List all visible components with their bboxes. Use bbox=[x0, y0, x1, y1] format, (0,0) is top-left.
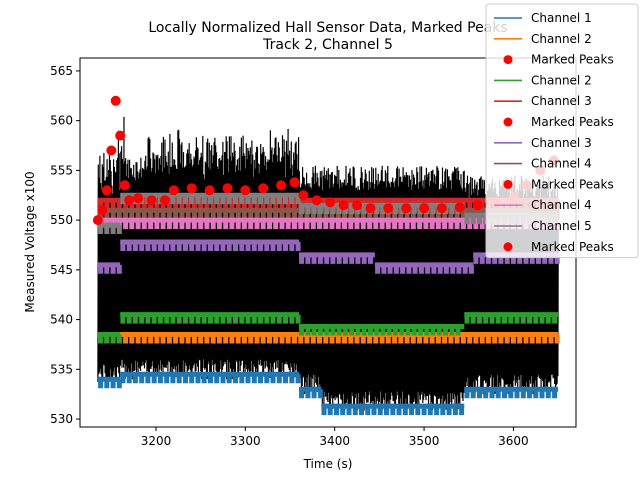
peak-marker-8-24 bbox=[365, 203, 376, 214]
legend-box bbox=[485, 3, 639, 259]
legend-label-6: Channel 3 bbox=[531, 136, 592, 150]
peak-marker-8-11 bbox=[168, 185, 179, 196]
peak-marker-8-26 bbox=[401, 203, 412, 214]
peak-marker-8-29 bbox=[454, 202, 465, 213]
y-tick-label-7: 565 bbox=[50, 64, 73, 78]
legend-label-9: Channel 4 bbox=[531, 198, 592, 212]
peak-marker-8-15 bbox=[240, 185, 251, 196]
y-tick-label-5: 555 bbox=[50, 163, 73, 177]
x-tick-label-3: 3500 bbox=[409, 434, 440, 448]
chart-title-line-2: Track 2, Channel 5 bbox=[262, 37, 393, 53]
legend-swatch-11 bbox=[503, 242, 513, 252]
peak-marker-8-16 bbox=[258, 183, 269, 194]
x-axis: 3200 3300 3400 3500 3600 bbox=[141, 427, 529, 448]
y-tick-label-2: 540 bbox=[50, 313, 73, 327]
y-tick-label-1: 535 bbox=[50, 362, 73, 376]
legend: Channel 1 Channel 2 Marked Peaks Channel 2 C… bbox=[485, 3, 639, 259]
legend-label-11: Marked Peaks bbox=[531, 240, 614, 254]
y-tick-label-6: 560 bbox=[50, 114, 73, 128]
peak-marker-8-12 bbox=[186, 183, 197, 194]
legend-swatch-2 bbox=[503, 55, 513, 65]
x-tick-label-1: 3300 bbox=[230, 434, 261, 448]
peak-marker-8-27 bbox=[419, 203, 430, 214]
y-tick-label-4: 550 bbox=[50, 213, 73, 227]
legend-label-1: Channel 2 bbox=[531, 32, 592, 46]
peak-marker-8-8 bbox=[133, 193, 144, 204]
legend-label-0: Channel 1 bbox=[531, 11, 592, 25]
peak-marker-8-22 bbox=[338, 200, 349, 211]
legend-label-4: Channel 3 bbox=[531, 94, 592, 108]
legend-label-7: Channel 4 bbox=[531, 157, 592, 171]
legend-label-10: Channel 5 bbox=[531, 219, 592, 233]
peak-marker-8-0 bbox=[92, 215, 103, 226]
peak-marker-8-9 bbox=[146, 195, 157, 206]
peak-marker-8-1 bbox=[97, 205, 108, 216]
peak-marker-8-25 bbox=[383, 203, 394, 214]
peak-marker-8-19 bbox=[298, 190, 309, 201]
series-line-1 bbox=[97, 332, 560, 344]
legend-label-5: Marked Peaks bbox=[531, 115, 614, 129]
x-tick-label-2: 3400 bbox=[319, 434, 350, 448]
peak-marker-8-17 bbox=[276, 180, 287, 191]
y-tick-label-0: 530 bbox=[50, 412, 73, 426]
legend-label-3: Channel 2 bbox=[531, 73, 592, 87]
peak-marker-8-5 bbox=[115, 130, 126, 141]
peak-marker-8-28 bbox=[436, 203, 447, 214]
peak-marker-8-3 bbox=[106, 145, 117, 156]
series-line-0 bbox=[97, 371, 559, 416]
peak-marker-8-13 bbox=[204, 185, 215, 196]
peak-marker-8-2 bbox=[101, 185, 112, 196]
chart-title-line-1: Locally Normalized Hall Sensor Data, Mar… bbox=[148, 20, 507, 36]
peak-marker-8-6 bbox=[119, 180, 130, 191]
plot-content bbox=[92, 95, 560, 416]
x-axis-label: Time (s) bbox=[303, 457, 353, 471]
peak-marker-8-18 bbox=[289, 177, 300, 188]
peak-marker-8-20 bbox=[311, 195, 322, 206]
x-tick-label-0: 3200 bbox=[141, 434, 172, 448]
y-tick-label-3: 545 bbox=[50, 263, 73, 277]
legend-label-8: Marked Peaks bbox=[531, 177, 614, 191]
y-axis: 530 535 540 545 550 555 560 565 bbox=[50, 64, 80, 426]
legend-swatch-5 bbox=[503, 117, 513, 127]
peak-marker-8-7 bbox=[124, 195, 135, 206]
peak-marker-8-14 bbox=[222, 183, 233, 194]
peak-marker-8-10 bbox=[159, 195, 170, 206]
peak-marker-8-4 bbox=[110, 95, 121, 106]
x-tick-label-4: 3600 bbox=[498, 434, 529, 448]
legend-label-2: Marked Peaks bbox=[531, 53, 614, 67]
series-line-3 bbox=[97, 312, 559, 344]
peak-marker-8-30 bbox=[472, 200, 483, 211]
series-line-6 bbox=[97, 239, 560, 274]
legend-swatch-8 bbox=[503, 179, 513, 189]
peak-marker-8-21 bbox=[325, 197, 336, 208]
peak-marker-8-23 bbox=[352, 200, 362, 211]
y-axis-label: Measured Voltage x100 bbox=[23, 171, 37, 312]
